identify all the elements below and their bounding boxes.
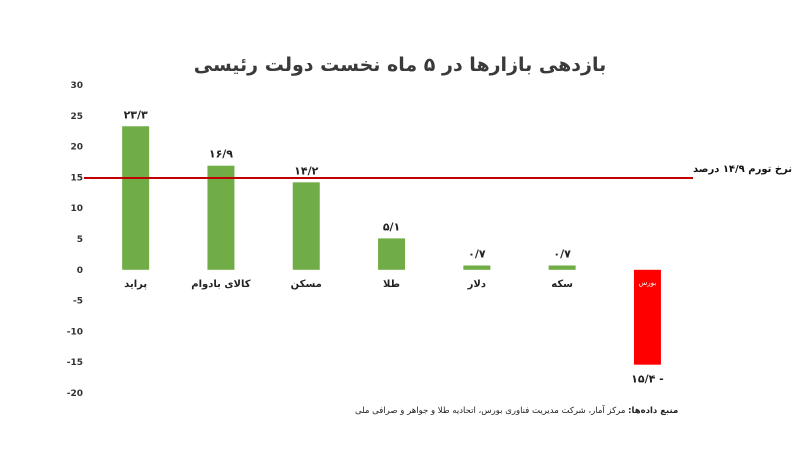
reference-label: نرخ تورم ۱۴/۹ درصد (693, 164, 792, 175)
data-label: ۰/۷ (468, 247, 486, 260)
y-tick-label: 20 (70, 143, 83, 153)
y-tick-label: 30 (70, 81, 83, 91)
category-label: طلا (383, 279, 400, 290)
y-tick-label: 10 (70, 204, 83, 214)
source-label: منبع داده‌ها: (628, 406, 678, 416)
y-tick-label: -5 (73, 297, 83, 307)
category-label: پراید (124, 279, 147, 290)
y-axis: 30 25 20 15 10 5 0 -5 -10 -15 -20 (67, 81, 83, 399)
data-label: ۲۳/۳ (124, 108, 148, 121)
bars: ۲۳/۳ پراید ۱۶/۹ کالای بادوام ۱۴/۲ مسکن ۵/۱ طلا ۰… (122, 108, 664, 386)
bar (633, 269, 661, 365)
bar (122, 126, 150, 270)
source-text: مرکز آمار، شرکت مدیریت فناوری بورس، اتحا… (355, 404, 628, 416)
bar (463, 265, 491, 270)
inflation-reference: نرخ تورم ۱۴/۹ درصد (84, 164, 792, 180)
category-label: بورس (639, 279, 657, 287)
category-label: مسکن (291, 279, 322, 290)
bar (548, 265, 576, 270)
y-tick-label: 5 (77, 235, 83, 245)
chart-title: بازدهی بازارها در ۵ ماه نخست دولت رئیسی (194, 54, 607, 76)
bar (378, 238, 406, 270)
y-tick-label: -15 (67, 358, 83, 368)
category-label: کالای بادوام (191, 279, 250, 290)
data-label: ۱۴/۲ (294, 164, 318, 177)
y-tick-label: 15 (70, 173, 83, 183)
bar (292, 182, 320, 270)
y-tick-label: 0 (77, 266, 83, 276)
data-label: ۱۵/۴ - (631, 373, 664, 386)
data-label: ۰/۷ (553, 247, 571, 260)
category-label: سکه (551, 279, 573, 290)
source-note: منبع داده‌ها: مرکز آمار، شرکت مدیریت فنا… (355, 404, 678, 416)
data-label: ۱۶/۹ (209, 148, 233, 161)
y-tick-label: -20 (67, 389, 83, 399)
y-tick-label: -10 (67, 327, 83, 337)
data-label: ۵/۱ (383, 220, 400, 233)
category-label: دلار (467, 279, 486, 290)
bar (207, 165, 235, 270)
y-tick-label: 25 (70, 112, 83, 122)
